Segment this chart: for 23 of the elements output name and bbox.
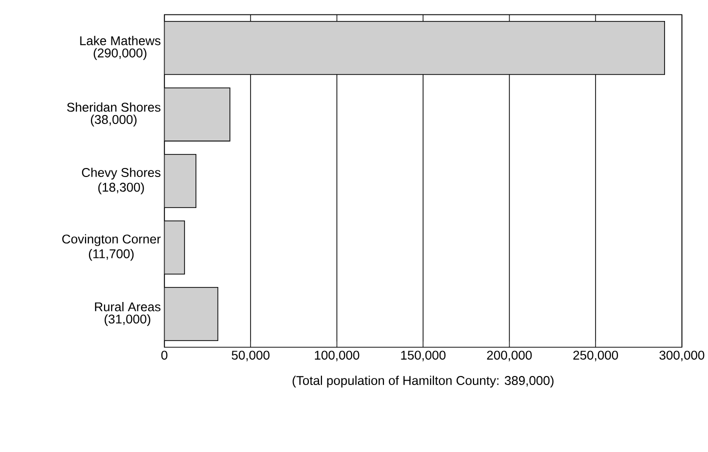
bar xyxy=(164,287,218,342)
data-label: (18,300) xyxy=(98,182,144,194)
y-tick-label: Covington Corner xyxy=(62,234,161,246)
x-tick-label: 250,000 xyxy=(573,350,618,362)
data-label: (11,700) xyxy=(88,248,134,261)
data-label: (38,000) xyxy=(90,114,137,126)
bar xyxy=(164,87,230,142)
x-tick-label: 100,000 xyxy=(314,350,360,362)
y-tick-label: Chevy Shores xyxy=(82,168,160,180)
x-tick-label: 150,000 xyxy=(401,350,446,362)
x-tick-label: 0 xyxy=(161,350,168,360)
x-axis-title: (Total population of Hamilton County: 389,000) xyxy=(292,376,554,388)
bar xyxy=(164,220,185,275)
bar xyxy=(164,154,196,208)
data-label: (290,000) xyxy=(94,48,146,60)
bar xyxy=(164,20,665,75)
data-label: (31,000) xyxy=(104,314,150,326)
x-tick-label: 50,000 xyxy=(232,350,270,362)
y-tick-label: Rural Areas xyxy=(95,302,160,312)
y-tick-label: Sheridan Shores xyxy=(67,102,160,112)
x-tick-label: 300,000 xyxy=(659,350,704,362)
y-tick-label: Lake Mathews xyxy=(80,36,160,46)
x-tick-label: 200,000 xyxy=(487,350,532,362)
